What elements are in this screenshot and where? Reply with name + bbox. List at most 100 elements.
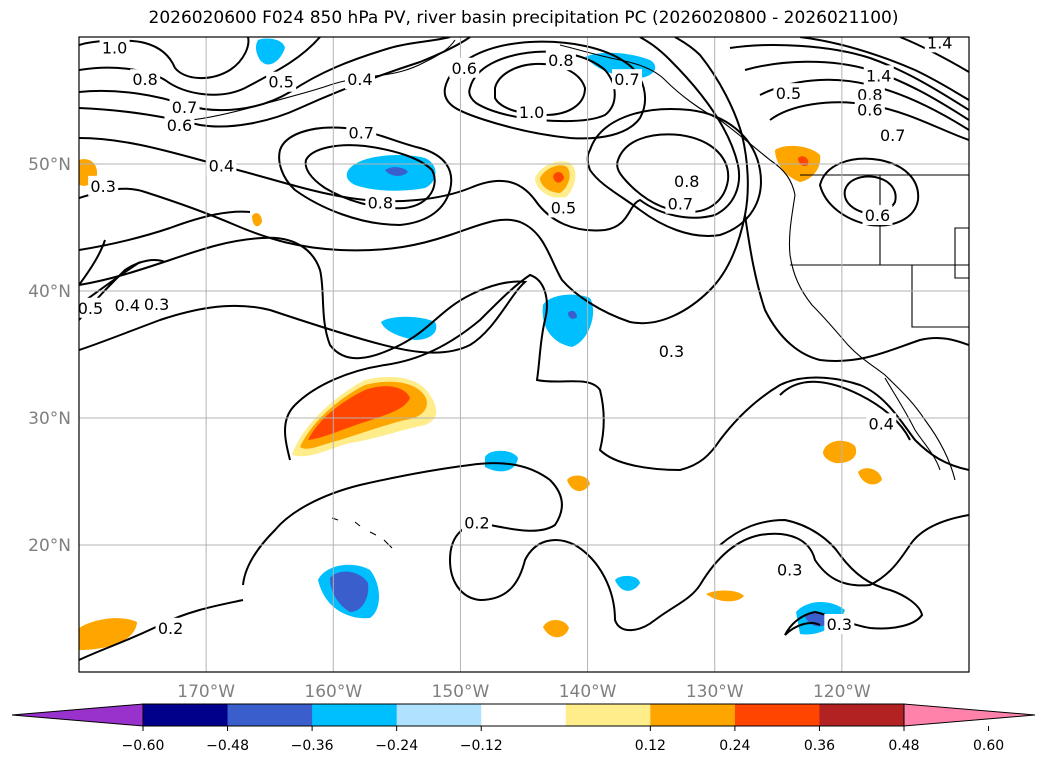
- pv-contour-1-4-ne-band: [799, 37, 969, 101]
- contour-label-bg: [112, 295, 143, 316]
- colorbar-segment: [396, 704, 482, 726]
- positive-anomaly-southwest: [79, 618, 137, 650]
- pv-contour-0-3-east: [719, 518, 924, 636]
- lat-tick-label: 30°N: [28, 409, 71, 429]
- pv-contours: [79, 37, 969, 661]
- pv-contour-0-6-ne: [818, 157, 920, 227]
- contour-label: 1.4: [866, 66, 891, 85]
- contour-label-bg: [862, 205, 893, 226]
- contour-label-bg: [79, 297, 106, 318]
- contour-label: 0.7: [172, 98, 197, 117]
- contour-label: 0.4: [347, 70, 372, 89]
- contour-label: 1.0: [519, 103, 544, 122]
- colorbar-segment: [481, 704, 567, 726]
- coastline: [189, 39, 969, 549]
- pv-contour-0-6-nw: [79, 37, 471, 128]
- colorbar-outline: [142, 703, 905, 727]
- contour-label: 0.4: [115, 296, 140, 315]
- negative-anomaly-midlat-2-core: [568, 310, 577, 319]
- contour-label: 0.5: [776, 84, 801, 103]
- map-frame: [78, 36, 970, 673]
- contour-label: 0.6: [857, 101, 882, 120]
- contour-label-bg: [169, 97, 200, 118]
- contour-label-bg: [611, 69, 642, 90]
- contour-label-bg: [206, 155, 237, 176]
- pv-contour-0-8-nw: [79, 37, 321, 96]
- pv-contour-0-8-west: [79, 239, 106, 286]
- contour-label: 0.7: [880, 126, 905, 145]
- contour-label-bg: [671, 170, 702, 191]
- contour-labels: 1.00.80.70.60.5 0.40.6 0.80.71.00.70.40.30…: [78, 33, 955, 638]
- contour-label-bg: [824, 614, 855, 635]
- contour-label: 0.4: [209, 157, 234, 176]
- colorbar-segment: [143, 704, 229, 726]
- negative-anomaly-tropics-2-core: [330, 571, 369, 612]
- colorbar-tick-label: −0.48: [206, 738, 249, 754]
- contour-label: 0.7: [668, 195, 693, 214]
- pv-contour-0-8-north: [304, 144, 436, 210]
- contour-label: 0.6: [452, 59, 477, 78]
- contour-label: 0.6: [167, 116, 192, 135]
- contour-label-bg: [130, 69, 161, 90]
- alaska-peninsula-coast: [189, 39, 456, 121]
- longitude-labels: 170°W 160°W 150°W 140°W 130°W 120°W: [177, 682, 871, 702]
- contour-label: 0.3: [90, 177, 115, 196]
- lon-tick-label: 130°W: [686, 682, 744, 702]
- contour-label-bg: [155, 617, 186, 638]
- pv-contour-0-3-coast: [744, 214, 969, 362]
- alaska-mainland-coast: [559, 44, 796, 196]
- contour-label-bg: [863, 65, 894, 86]
- lon-tick-label: 150°W: [432, 682, 490, 702]
- colorbar-tick-label: 0.36: [804, 738, 835, 754]
- latitude-labels: 50°N 40°N 30°N 20°N: [28, 155, 71, 556]
- state-border-3: [911, 265, 969, 328]
- contour-label: 0.7: [349, 124, 374, 143]
- pv-contour-0-4-baja: [779, 380, 911, 441]
- contour-label: 0.4: [869, 414, 894, 433]
- baja-coast: [884, 377, 941, 471]
- hawaii-islands: [331, 517, 393, 549]
- pv-contour-0-3-band: [79, 37, 749, 325]
- colorbar-tick-label: 0.24: [719, 738, 750, 754]
- positive-anomaly-small-2: [567, 475, 590, 492]
- contour-label: 1.4: [927, 33, 952, 52]
- chart-title: 2026020600 F024 850 hPa PV, river basin …: [148, 8, 899, 28]
- colorbar-tick-label: 0.48: [888, 738, 919, 754]
- contour-label: 0.8: [368, 193, 393, 212]
- negative-anomaly-aleutian: [255, 38, 285, 65]
- contour-label: 0.5: [78, 299, 103, 318]
- colorbar-tick-label: 0.60: [973, 738, 1004, 754]
- contour-label-bg: [461, 512, 492, 533]
- contour-label-bg: [877, 125, 908, 146]
- lon-tick-label: 170°W: [177, 682, 235, 702]
- positive-anomaly-gulf-peak: [553, 172, 564, 183]
- colorbar-tick-label: −0.24: [375, 738, 418, 754]
- colorbar-tick-label: 0.12: [635, 738, 666, 754]
- lat-tick-label: 50°N: [28, 155, 71, 175]
- lat-tick-label: 20°N: [28, 536, 71, 556]
- map-gridlines: [79, 37, 969, 672]
- positive-anomaly-small-1: [543, 619, 569, 638]
- colorbar-tick-label: −0.36: [291, 738, 334, 754]
- negative-anomaly-midlat-2: [542, 294, 594, 347]
- contour-label: 0.3: [659, 342, 684, 361]
- contour-label: 0.8: [674, 172, 699, 191]
- contour-label-bg: [773, 83, 804, 104]
- contour-label-bg: [164, 114, 195, 135]
- contour-label-bg: [99, 37, 130, 58]
- contour-label-bg: [854, 84, 885, 105]
- pv-contour-0-8-east: [616, 133, 730, 214]
- contour-label-bg: [656, 340, 687, 361]
- contour-label-bg: [346, 122, 377, 143]
- pv-contour-0-4-west: [79, 210, 251, 251]
- contour-label: 0.8: [548, 51, 573, 70]
- negative-anomaly-north-pacific-core: [385, 167, 408, 176]
- contour-label: 0.3: [827, 615, 852, 634]
- contour-label: 0.2: [158, 619, 183, 638]
- colorbar-extend-low: [11, 703, 144, 727]
- contour-label: 0.3: [144, 295, 169, 314]
- contour-label-bg: [141, 293, 172, 314]
- negative-anomaly-tropics-1: [485, 450, 518, 472]
- pv-contour-0-8-ne-band: [729, 44, 969, 111]
